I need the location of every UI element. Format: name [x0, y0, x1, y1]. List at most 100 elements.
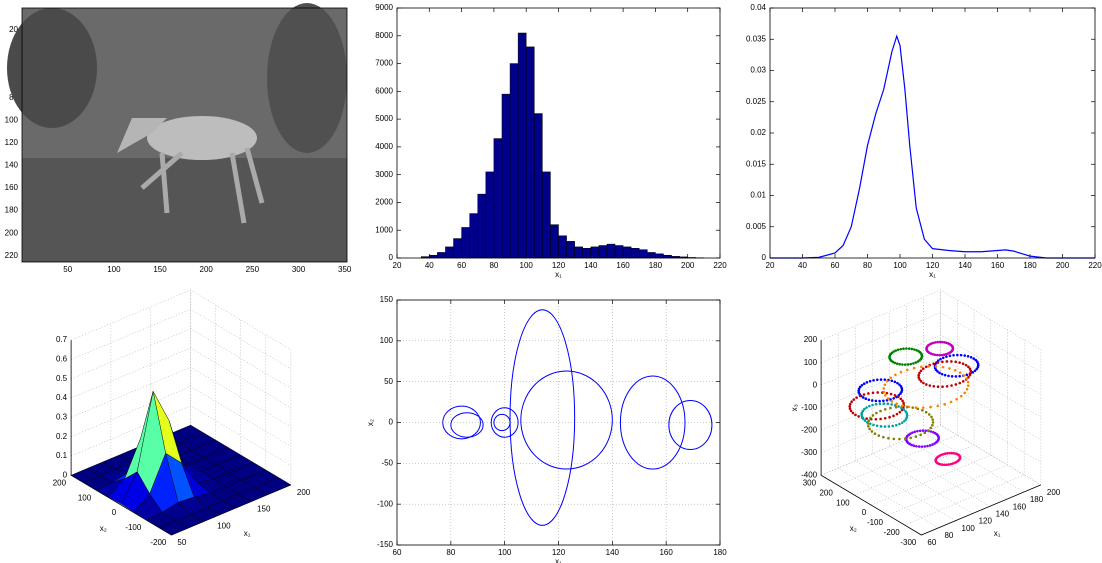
dot — [899, 384, 903, 388]
grid-line — [871, 319, 992, 506]
x-tick-label: 60 — [831, 261, 840, 270]
dot — [852, 398, 856, 401]
ellipse — [668, 399, 713, 450]
z-tick-label: -400 — [801, 470, 818, 479]
dot — [965, 373, 969, 377]
dot — [913, 348, 916, 351]
dot — [953, 368, 957, 372]
y-tick-label: 1000 — [375, 225, 393, 234]
dot — [893, 394, 897, 397]
dot — [903, 363, 907, 366]
dot — [918, 429, 922, 433]
dot — [848, 402, 852, 406]
dot — [936, 340, 939, 344]
dot — [955, 397, 958, 401]
dot — [943, 341, 946, 344]
dot — [929, 430, 933, 433]
y-tick-label: -150 — [377, 540, 394, 549]
axes-frame — [396, 299, 721, 546]
dot — [892, 396, 895, 400]
dot — [962, 374, 966, 377]
dot — [952, 353, 955, 357]
dot — [898, 437, 901, 441]
dot — [958, 381, 962, 385]
photo-horse-body — [147, 116, 257, 160]
z-axis-label: x₃ — [790, 404, 799, 411]
dot — [855, 396, 858, 399]
y-tick-label: -300 — [900, 538, 917, 547]
dot — [894, 405, 898, 409]
dot — [914, 406, 918, 409]
dot — [966, 380, 970, 384]
dot — [868, 422, 872, 425]
bar — [639, 249, 648, 259]
dot — [867, 419, 871, 423]
dot — [958, 361, 961, 364]
dot — [876, 391, 880, 394]
dot — [973, 369, 977, 373]
z-tick-label: -100 — [801, 403, 818, 412]
x-tick-label: 80 — [944, 531, 953, 540]
grid-line — [821, 357, 1042, 418]
y-tick-label: 180 — [5, 206, 19, 215]
dot — [917, 373, 921, 377]
dot — [891, 424, 895, 428]
grid-line — [821, 334, 1042, 396]
bar — [437, 252, 446, 259]
dot — [950, 451, 953, 455]
dot — [932, 362, 935, 365]
dot — [902, 401, 905, 405]
bar — [622, 246, 632, 259]
dot — [948, 451, 951, 455]
grid-line — [71, 309, 292, 370]
dot — [889, 406, 892, 410]
dot — [959, 353, 963, 357]
y-tick-label: 4000 — [375, 142, 393, 151]
y-tick-label: 50 — [384, 377, 393, 386]
bar — [550, 224, 559, 259]
dot — [861, 417, 865, 421]
dot — [891, 360, 895, 364]
dot — [882, 390, 886, 394]
dot — [948, 354, 952, 358]
dot — [922, 381, 925, 385]
x-tick-label: 60 — [457, 261, 466, 270]
y-tick-label: 200 — [819, 488, 833, 497]
dot — [905, 412, 909, 415]
x-tick-label: 80 — [489, 261, 498, 270]
dot — [904, 410, 907, 413]
y-tick-label: -50 — [381, 458, 393, 467]
dot — [888, 415, 891, 419]
ellipse — [619, 375, 686, 470]
dot — [892, 414, 895, 418]
x-tick-label: 40 — [425, 261, 434, 270]
dot — [968, 367, 972, 371]
dot — [911, 431, 914, 434]
y-axis-label: x₂ — [366, 419, 375, 426]
dot — [954, 360, 957, 364]
dot — [940, 353, 944, 357]
dot — [850, 400, 853, 404]
grid-line — [837, 299, 958, 486]
y-tick-label: 0.035 — [746, 34, 767, 43]
dot — [877, 434, 881, 437]
y-tick-label: 160 — [5, 183, 19, 192]
dot — [943, 373, 947, 377]
dot — [950, 360, 953, 363]
x-tick-label: 120 — [979, 517, 993, 526]
y-tick-label: 100 — [836, 498, 850, 507]
dot — [865, 417, 868, 420]
dot — [972, 357, 975, 360]
z-tick-label: 0.7 — [56, 335, 68, 344]
dot — [926, 429, 930, 432]
x-tick-label: 250 — [246, 265, 260, 274]
bar — [574, 246, 583, 259]
x-tick-label: 50 — [177, 538, 186, 547]
dot — [929, 426, 933, 430]
dot — [874, 402, 878, 406]
dot — [879, 409, 882, 413]
dot — [947, 463, 950, 466]
dot — [892, 437, 896, 441]
dot — [918, 371, 921, 375]
dot — [889, 376, 893, 380]
